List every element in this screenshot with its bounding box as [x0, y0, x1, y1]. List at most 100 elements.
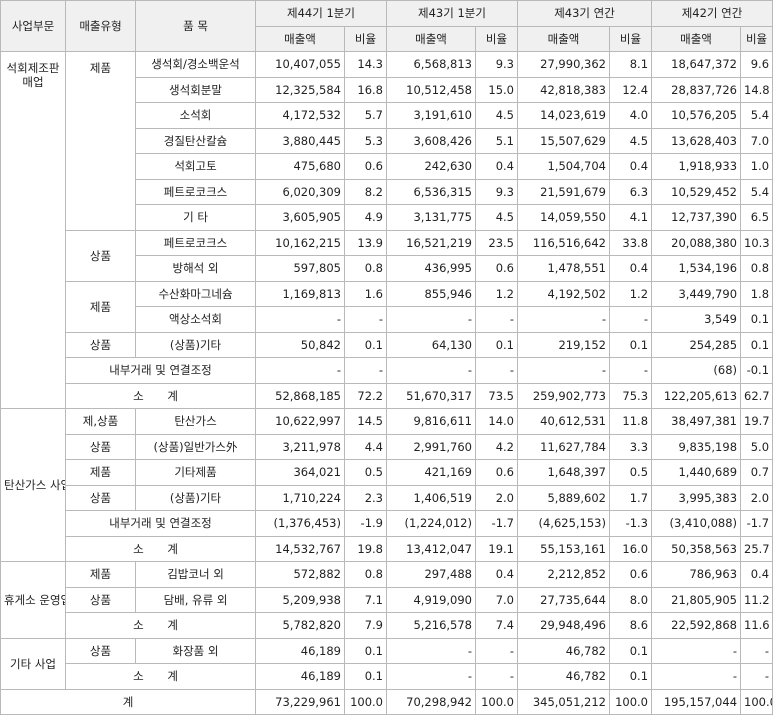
table-row: 휴게소 운영업 제품 김밥코너 외 572,882 0.8 297,488 0.4 … — [0, 561, 773, 639]
amount-cell: 345,051,212 — [517, 688, 610, 715]
amount-cell: 786,963 — [651, 561, 742, 588]
ratio-cell: 0.8 — [344, 561, 387, 588]
table-row: 제품 수산화마그네슘 1,169,813 1.6 855,946 1.2 4,192… — [1, 280, 773, 333]
subtotal-label: 소 계 — [65, 663, 256, 690]
ratio-cell: 0.1 — [344, 637, 387, 664]
amount-cell: (4,625,153) — [517, 510, 610, 537]
ratio-cell: 3.3 — [608, 433, 653, 460]
amount-cell: 11,627,784 — [517, 433, 610, 460]
ratio-cell: 1.2 — [475, 280, 518, 307]
amount-cell: 4,919,090 — [386, 586, 476, 613]
item-name: 생석회분말 — [135, 76, 256, 103]
amount-cell: 50,842 — [255, 331, 345, 358]
amount-cell: 421,169 — [386, 459, 476, 486]
amount-cell: 14,532,767 — [255, 535, 345, 562]
amount-cell: 27,735,644 — [517, 586, 610, 613]
sales-type: 상품 — [65, 586, 136, 613]
amount-cell: 364,021 — [255, 459, 345, 486]
subtotal-row: 소 계 46,189 0.1 -- 46,782 0.1 -- — [1, 663, 773, 690]
item-name: 기타제품 — [135, 459, 256, 486]
amount-cell: - — [386, 637, 476, 664]
ratio-cell: 100.0 — [344, 688, 387, 715]
total-label: 계 — [0, 688, 256, 715]
item-name: 화장품 외 — [135, 637, 256, 664]
adjustment-row: 내부거래 및 연결조정 (1,376,453) -1.9 (1,224,012) -… — [1, 510, 773, 537]
item-name: 기 타 — [135, 204, 256, 231]
ratio-cell: 0.1 — [344, 663, 387, 690]
amount-cell: - — [651, 637, 742, 664]
ratio-cell: 12.4 — [608, 76, 653, 103]
ratio-cell: 11.8 — [608, 408, 653, 435]
ratio-cell: 19.8 — [344, 535, 387, 562]
ratio-cell: 73.5 — [475, 382, 518, 409]
ratio-cell: 4.9 — [344, 204, 387, 231]
amount-cell: 21,591,679 — [517, 178, 610, 205]
ratio-cell: 0.1 — [608, 331, 653, 358]
item-name: 액상소석회 — [135, 306, 256, 333]
table-row: 기타 사업 상품 화장품 외 46,189 0.1 -- 46,782 0.1 -- — [0, 637, 773, 690]
subtotal-row: 소 계 14,532,767 19.8 13,412,047 19.1 55,153… — [1, 535, 773, 562]
ratio-cell: 19.7 — [740, 408, 773, 435]
ratio-cell: - — [475, 663, 518, 690]
ratio-cell: 0.1 — [344, 331, 387, 358]
ratio-cell: 6.3 — [608, 178, 653, 205]
amount-cell: 2,212,852 — [517, 561, 610, 588]
ratio-cell: 7.1 — [344, 586, 387, 613]
table-row: 경질탄산칼슘 3,880,445 5.3 3,608,426 5.1 15,507,… — [1, 127, 773, 154]
amount-cell: 6,020,309 — [255, 178, 345, 205]
header-item: 품 목 — [135, 0, 256, 52]
header-sales-type: 매출유형 — [65, 0, 136, 52]
amount-cell: 1,918,933 — [651, 153, 742, 180]
ratio-cell: 0.4 — [740, 561, 773, 588]
ratio-cell: 7.9 — [344, 612, 387, 639]
amount-cell: 51,670,317 — [386, 382, 476, 409]
sales-type: 상품 — [65, 433, 136, 460]
ratio-cell: 14.0 — [475, 408, 518, 435]
amount-cell: - — [517, 357, 610, 384]
ratio-cell: 0.1 — [608, 637, 653, 664]
ratio-cell: 8.1 — [608, 51, 653, 78]
amount-cell: 10,512,458 — [386, 76, 476, 103]
item-name: 수산화마그네슘 — [135, 280, 256, 307]
ratio-cell: 7.0 — [740, 127, 773, 154]
amount-cell: 2,991,760 — [386, 433, 476, 460]
amount-cell: 18,647,372 — [651, 51, 742, 78]
sales-type: 제품 — [65, 51, 136, 231]
ratio-cell: 75.3 — [608, 382, 653, 409]
ratio-cell: 19.1 — [475, 535, 518, 562]
ratio-cell: 0.6 — [608, 561, 653, 588]
amount-cell: 70,298,942 — [386, 688, 476, 715]
table-row: 소석회 4,172,532 5.7 3,191,610 4.5 14,023,619… — [1, 102, 773, 129]
ratio-cell: - — [608, 306, 653, 333]
amount-cell: 13,412,047 — [386, 535, 476, 562]
ratio-cell: 4.1 — [608, 204, 653, 231]
amount-cell: 1,504,704 — [517, 153, 610, 180]
amount-cell: 5,216,578 — [386, 612, 476, 639]
ratio-cell: 2.0 — [475, 484, 518, 511]
table-row: 제품 기타제품 364,021 0.5 421,169 0.6 1,648,397 0… — [1, 459, 773, 486]
ratio-cell: 5.4 — [740, 102, 773, 129]
ratio-cell: -1.3 — [608, 510, 653, 537]
ratio-cell: 100.0 — [608, 688, 653, 715]
amount-cell: 475,680 — [255, 153, 345, 180]
ratio-cell: 1.2 — [608, 280, 653, 307]
amount-cell: 13,628,403 — [651, 127, 742, 154]
sales-type: 상품 — [65, 229, 136, 282]
amount-cell: 4,172,532 — [255, 102, 345, 129]
amount-cell: 9,835,198 — [651, 433, 742, 460]
amount-cell: 14,023,619 — [517, 102, 610, 129]
amount-cell: 1,710,224 — [255, 484, 345, 511]
ratio-cell: 4.5 — [608, 127, 653, 154]
division-name: 탄산가스 사업 — [0, 408, 66, 562]
amount-cell: 242,630 — [386, 153, 476, 180]
ratio-cell: 14.5 — [344, 408, 387, 435]
amount-cell: 10,576,205 — [651, 102, 742, 129]
amount-cell: - — [386, 663, 476, 690]
item-name: 페트로코크스 — [135, 178, 256, 205]
amount-cell: 5,889,602 — [517, 484, 610, 511]
ratio-cell: 0.8 — [344, 255, 387, 282]
amount-cell: 3,131,775 — [386, 204, 476, 231]
table-row: 상품 담배, 유류 외 5,209,938 7.1 4,919,090 7.0 27… — [1, 586, 773, 613]
ratio-cell: 11.6 — [740, 612, 773, 639]
subtotal-label: 소 계 — [65, 612, 256, 639]
